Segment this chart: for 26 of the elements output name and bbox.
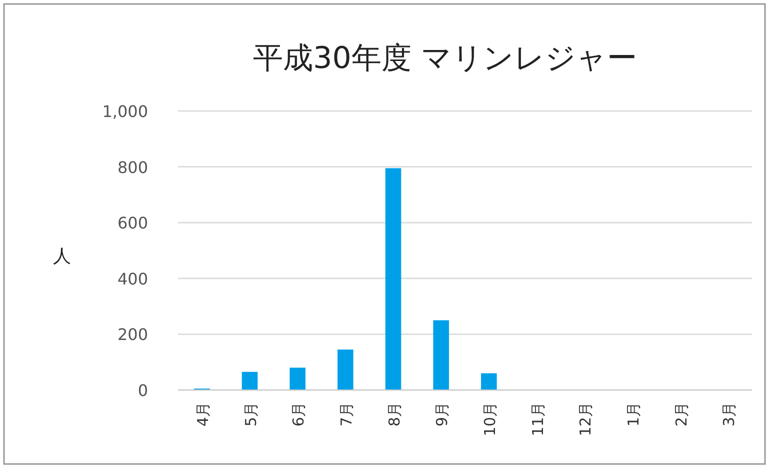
y-tick-label: 400 xyxy=(117,269,148,288)
x-tick-label: 4月 xyxy=(194,402,212,427)
x-tick-label: 3月 xyxy=(720,402,738,427)
x-tick-label: 5月 xyxy=(242,402,260,427)
bar xyxy=(481,373,497,390)
y-tick-label: 200 xyxy=(117,325,148,344)
bar xyxy=(385,168,402,390)
x-tick-label: 11月 xyxy=(528,402,547,436)
bar xyxy=(338,350,354,390)
y-tick-label: 600 xyxy=(117,214,148,233)
x-tick-label: 10月 xyxy=(480,402,499,436)
x-tick-label: 12月 xyxy=(576,402,595,436)
chart-title: 平成30年度 マリンレジャー xyxy=(253,41,637,76)
x-tick-label: 6月 xyxy=(290,402,308,427)
bar xyxy=(290,368,306,390)
y-tick-label: 1,000 xyxy=(102,102,148,121)
x-tick-label: 1月 xyxy=(624,402,642,427)
bar xyxy=(433,320,449,390)
x-tick-label: 2月 xyxy=(672,402,690,427)
y-tick-label: 800 xyxy=(117,158,148,177)
x-tick-label: 7月 xyxy=(337,402,356,427)
y-axis-title: 人 xyxy=(53,246,71,267)
y-tick-label: 0 xyxy=(138,381,148,400)
x-tick-label: 8月 xyxy=(385,402,404,427)
x-tick-label: 9月 xyxy=(433,402,452,427)
bar xyxy=(242,372,258,390)
